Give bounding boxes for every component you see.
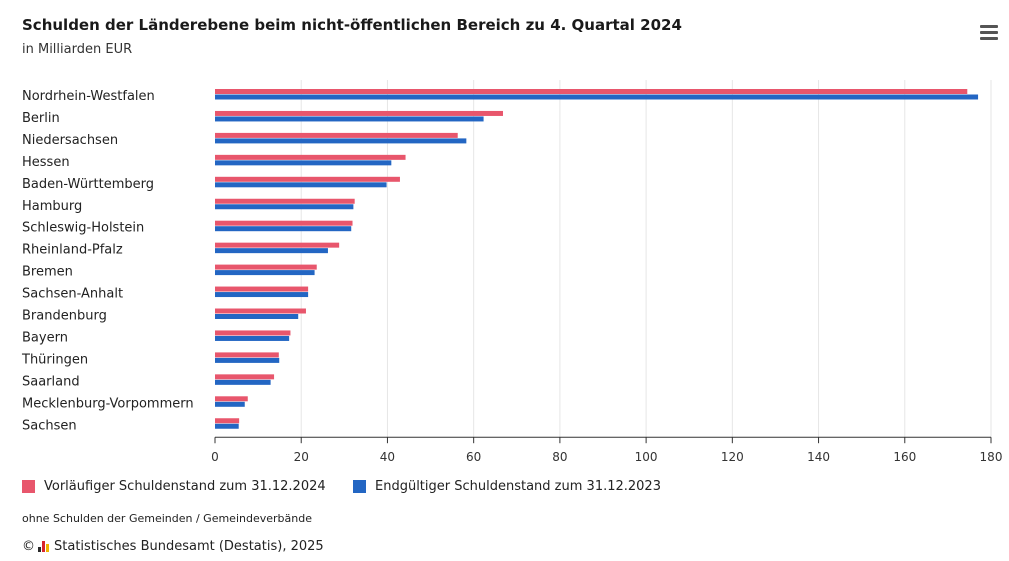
- bar-series2[interactable]: [215, 248, 328, 254]
- category-label: Hamburg: [22, 199, 82, 214]
- footnote: ohne Schulden der Gemeinden / Gemeindeve…: [22, 512, 312, 525]
- bar-series2[interactable]: [215, 379, 271, 385]
- bar-series2[interactable]: [215, 357, 280, 363]
- category-label: Brandenburg: [22, 309, 107, 324]
- category-label: Hessen: [22, 155, 70, 170]
- category-label: Bremen: [22, 265, 73, 280]
- bar-series2[interactable]: [215, 94, 979, 100]
- category-label: Sachsen: [22, 418, 77, 433]
- legend-item-series1[interactable]: Vorläufiger Schuldenstand zum 31.12.2024: [22, 479, 326, 494]
- x-tick-label: 140: [807, 450, 830, 464]
- bar-series1[interactable]: [215, 308, 306, 314]
- bar-series2[interactable]: [215, 423, 239, 429]
- bar-series2[interactable]: [215, 138, 467, 144]
- x-tick-label: 100: [635, 450, 658, 464]
- category-label: Bayern: [22, 330, 68, 345]
- credit-text: Statistisches Bundesamt (Destatis), 2025: [54, 539, 324, 554]
- bar-series1[interactable]: [215, 154, 406, 160]
- category-label: Mecklenburg-Vorpommern: [22, 396, 194, 411]
- bar-series1[interactable]: [215, 89, 968, 94]
- bar-series2[interactable]: [215, 270, 315, 276]
- category-label: Berlin: [22, 111, 60, 126]
- category-label: Rheinland-Pfalz: [22, 243, 123, 258]
- x-tick-label: 40: [380, 450, 395, 464]
- bar-series1[interactable]: [215, 242, 340, 248]
- bar-series1[interactable]: [215, 176, 400, 182]
- bar-chart: 0 20 40 60 80 100 120 140 160 180 Nordrhein-Westfa…: [21, 80, 1003, 464]
- hamburger-menu-icon[interactable]: [980, 25, 998, 41]
- legend-item-series2[interactable]: Endgültiger Schuldenstand zum 31.12.2023: [353, 479, 661, 494]
- legend-label-series2: Endgültiger Schuldenstand zum 31.12.2023: [375, 479, 661, 494]
- copyright-symbol: ©: [22, 539, 35, 554]
- x-tick-label: 0: [211, 450, 219, 464]
- x-tick-label: 80: [552, 450, 567, 464]
- x-tick-label: 120: [721, 450, 744, 464]
- x-tick-label: 160: [893, 450, 916, 464]
- x-tick-label: 60: [466, 450, 481, 464]
- bar-series1[interactable]: [215, 198, 355, 204]
- x-tick-label: 180: [980, 450, 1003, 464]
- bar-series1[interactable]: [215, 396, 248, 402]
- bar-series1[interactable]: [215, 132, 458, 138]
- x-tick-label: 20: [294, 450, 309, 464]
- bar-series1[interactable]: [215, 352, 279, 358]
- bar-series2[interactable]: [215, 116, 484, 122]
- category-label: Schleswig-Holstein: [22, 221, 144, 236]
- bar-series1[interactable]: [215, 264, 317, 270]
- chart-subtitle: in Milliarden EUR: [22, 42, 133, 57]
- bar-series2[interactable]: [215, 335, 290, 341]
- category-label: Saarland: [22, 374, 80, 389]
- legend-swatch-series1: [22, 480, 35, 493]
- bar-series2[interactable]: [215, 292, 309, 298]
- legend-label-series1: Vorläufiger Schuldenstand zum 31.12.2024: [44, 479, 326, 494]
- bar-series2[interactable]: [215, 401, 245, 407]
- category-label: Thüringen: [21, 352, 88, 367]
- bar-series2[interactable]: [215, 226, 352, 232]
- bar-series1[interactable]: [215, 286, 309, 292]
- category-label: Nordrhein-Westfalen: [22, 89, 155, 104]
- category-label: Baden-Württemberg: [22, 177, 154, 192]
- bar-series1[interactable]: [215, 330, 291, 336]
- destatis-logo-icon: [38, 541, 50, 552]
- legend-swatch-series2: [353, 480, 366, 493]
- bar-series1[interactable]: [215, 220, 353, 226]
- bar-series2[interactable]: [215, 204, 354, 210]
- bar-series2[interactable]: [215, 160, 392, 166]
- bar-series2[interactable]: [215, 182, 387, 188]
- bar-series2[interactable]: [215, 314, 299, 319]
- chart-title: Schulden der Länderebene beim nicht-öffe…: [22, 16, 682, 34]
- category-label: Niedersachsen: [22, 133, 118, 148]
- bar-series1[interactable]: [215, 374, 275, 380]
- source-credit[interactable]: © Statistisches Bundesamt (Destatis), 20…: [22, 539, 324, 554]
- bar-series1[interactable]: [215, 418, 240, 424]
- category-label: Sachsen-Anhalt: [22, 287, 123, 302]
- bar-series1[interactable]: [215, 110, 503, 116]
